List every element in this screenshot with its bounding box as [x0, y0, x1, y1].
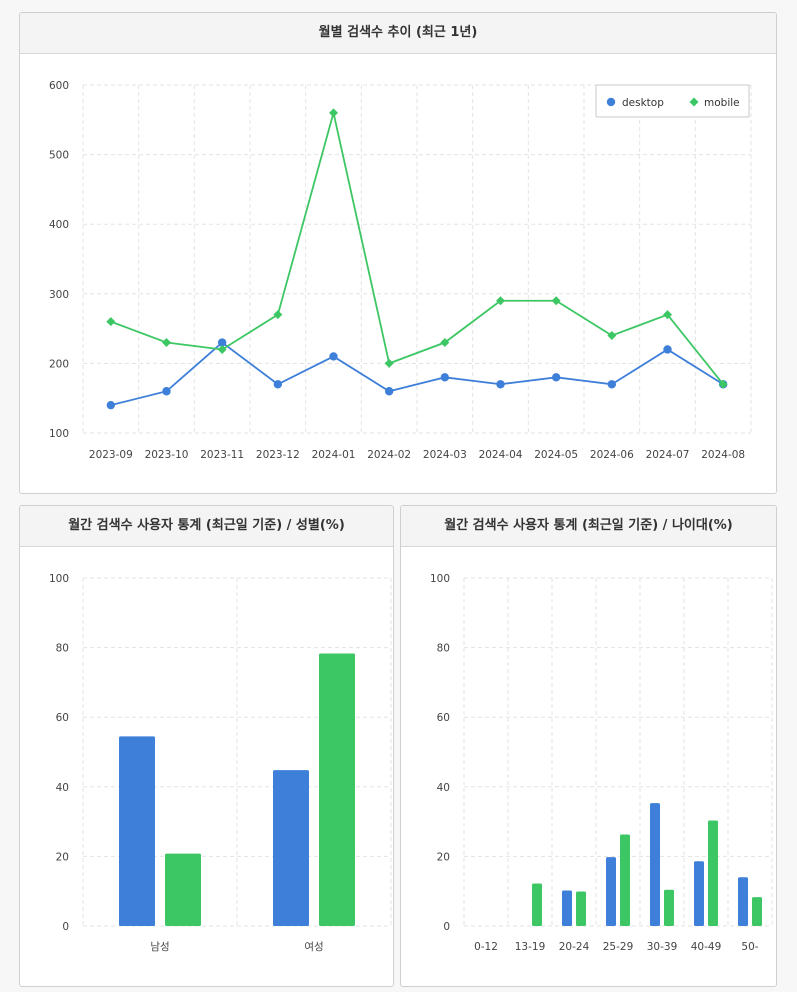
x-tick-label: 2023-09: [89, 449, 133, 461]
y-tick-label: 200: [49, 358, 69, 370]
legend-mobile-marker: [689, 97, 699, 107]
y-tick-label: 40: [437, 782, 450, 794]
gender-chart: 0 20 40 60 80 100 남성 여성: [49, 573, 392, 953]
desktop-point: [106, 400, 116, 410]
x-tick-label: 2024-08: [701, 449, 745, 461]
desktop-bar: [650, 803, 660, 926]
x-tick-label: 13-19: [515, 941, 546, 953]
y-tick-label: 400: [49, 219, 69, 231]
mobile-point: [329, 108, 338, 118]
desktop-bar: [273, 770, 309, 926]
y-tick-label: 100: [49, 573, 69, 585]
desktop-point: [384, 387, 394, 396]
desktop-bar: [606, 857, 616, 926]
desktop-point: [496, 380, 505, 389]
x-tick-label: 30-39: [647, 941, 678, 953]
age-panel: 월간 검색수 사용자 통계 (최근일 기준) / 나이대(%) 0 20 40 60 8…: [400, 505, 777, 987]
trend-title: 월별 검색수 추이 (최근 1년): [20, 13, 776, 54]
y-tick-label: 100: [430, 573, 450, 585]
desktop-point: [273, 380, 283, 389]
trend-chart: 100 200 300 400 500 600 2023-09 2023-10 2023-11 2…: [49, 80, 752, 461]
y-tick-label: 20: [437, 851, 450, 863]
mobile-point: [718, 379, 728, 389]
desktop-bar: [738, 877, 748, 926]
y-tick-label: 20: [56, 851, 69, 863]
x-tick-label: 2024-03: [423, 449, 467, 461]
mobile-series-line: [110, 112, 724, 385]
desktop-point: [329, 352, 338, 361]
trend-panel: 월별 검색수 추이 (최근 1년) 100 200 300 400 500 600 2023…: [19, 12, 777, 494]
mobile-bar: [532, 883, 542, 926]
mobile-point: [162, 338, 171, 348]
x-tick-label: 남성: [150, 941, 169, 953]
desktop-point: [663, 345, 672, 354]
y-tick-label: 40: [56, 782, 69, 794]
x-tick-label: 2023-10: [145, 449, 189, 461]
y-tick-label: 0: [443, 921, 450, 933]
y-tick-label: 60: [437, 712, 450, 724]
legend-desktop-marker: [606, 97, 616, 107]
y-tick-label: 80: [437, 643, 450, 655]
y-tick-label: 100: [49, 428, 69, 440]
x-tick-label: 여성: [304, 941, 323, 953]
mobile-bar: [708, 820, 718, 926]
mobile-bar: [620, 834, 630, 926]
y-tick-label: 80: [56, 643, 69, 655]
mobile-point: [607, 331, 617, 341]
desktop-point: [607, 380, 617, 389]
x-tick-label: 50-: [741, 941, 758, 953]
x-tick-label: 2024-04: [479, 449, 523, 461]
desktop-bar: [119, 736, 155, 926]
legend-desktop-label: desktop: [622, 97, 664, 109]
legend-box: [595, 84, 750, 118]
mobile-point: [440, 338, 450, 348]
gender-title: 월간 검색수 사용자 통계 (최근일 기준) / 성별(%): [20, 506, 393, 547]
desktop-bar: [694, 861, 704, 926]
mobile-bar: [165, 853, 201, 926]
mobile-bar: [664, 889, 674, 926]
mobile-point: [551, 296, 561, 306]
mobile-point: [273, 310, 283, 320]
mobile-point: [496, 296, 505, 306]
desktop-point: [217, 338, 227, 347]
x-tick-label: 2024-01: [312, 449, 356, 461]
x-tick-label: 40-49: [691, 941, 722, 953]
x-tick-label: 2024-07: [646, 449, 690, 461]
legend-mobile-label: mobile: [704, 97, 740, 109]
desktop-point: [551, 373, 561, 382]
y-tick-label: 600: [49, 80, 69, 92]
x-tick-label: 2024-02: [367, 449, 411, 461]
desktop-bar: [562, 890, 572, 926]
mobile-bar: [319, 653, 355, 926]
desktop-point: [440, 373, 450, 382]
mobile-point: [106, 317, 116, 327]
x-tick-label: 2024-06: [590, 449, 634, 461]
x-tick-label: 2023-11: [200, 449, 244, 461]
mobile-bar: [576, 891, 586, 926]
y-tick-label: 0: [62, 921, 69, 933]
age-chart: 0 20 40 60 80 100 0-12 13-19 20-24 25-29 30-39 40-4…: [430, 573, 773, 953]
x-tick-label: 2023-12: [256, 449, 300, 461]
mobile-point: [217, 344, 227, 354]
y-tick-label: 60: [56, 712, 69, 724]
x-tick-label: 2024-05: [534, 449, 578, 461]
desktop-point: [162, 387, 171, 396]
desktop-series-line: [110, 341, 724, 407]
x-tick-label: 20-24: [559, 941, 590, 953]
x-tick-label: 25-29: [603, 941, 634, 953]
y-tick-label: 500: [49, 150, 69, 162]
mobile-point: [663, 310, 672, 320]
age-title: 월간 검색수 사용자 통계 (최근일 기준) / 나이대(%): [401, 506, 776, 547]
y-tick-label: 300: [49, 289, 69, 301]
gender-panel: 월간 검색수 사용자 통계 (최근일 기준) / 성별(%) 0 20 40 60 80…: [19, 505, 394, 987]
mobile-bar: [752, 897, 762, 926]
mobile-point: [384, 358, 394, 368]
x-tick-label: 0-12: [474, 941, 498, 953]
